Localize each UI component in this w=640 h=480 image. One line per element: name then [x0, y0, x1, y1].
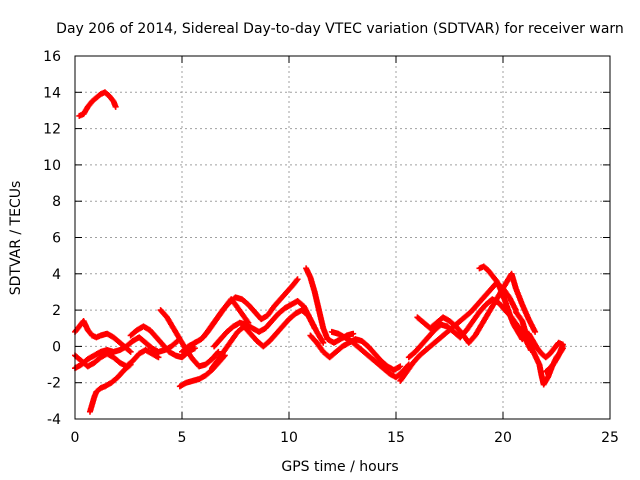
data-series — [72, 89, 566, 415]
series-arc-late-c — [414, 270, 539, 346]
series-arc-early-dip — [86, 361, 134, 415]
series-arc-mid-d — [307, 332, 404, 373]
data-point-markers — [157, 307, 222, 370]
series-arc-mid-e — [328, 328, 412, 381]
data-point-markers — [476, 263, 526, 343]
y-tick-label: 8 — [52, 194, 61, 210]
x-tick-label: 15 — [387, 430, 405, 446]
data-point-markers — [200, 276, 301, 341]
y-axis-label: SDTVAR / TECUs — [8, 181, 24, 296]
series-arc-early-high — [76, 89, 119, 119]
data-point-markers — [414, 270, 539, 346]
y-tick-label: 2 — [52, 303, 61, 319]
y-tick-label: 14 — [43, 85, 61, 101]
y-tick-label: 10 — [43, 158, 61, 174]
x-tick-label: 10 — [280, 430, 298, 446]
x-tick-label: 0 — [71, 430, 80, 446]
y-tick-label: -4 — [47, 412, 61, 428]
y-tick-label: 12 — [43, 122, 61, 138]
data-point-markers — [525, 330, 566, 375]
data-point-markers — [211, 298, 327, 350]
x-axis-label: GPS time / hours — [281, 459, 398, 475]
grid — [75, 56, 610, 419]
series-arc-late-e — [525, 330, 566, 375]
series-arc-mid-c — [211, 298, 327, 350]
y-tick-label: 0 — [52, 339, 61, 355]
chart-title: Day 206 of 2014, Sidereal Day-to-day VTE… — [56, 21, 624, 37]
x-tick-label: 20 — [494, 430, 512, 446]
y-tick-label: 6 — [52, 231, 61, 247]
axis-ticks: 0 5 10 15 20 25 -4 -2 0 2 4 6 8 10 12 14 16 — [43, 49, 619, 446]
series-arc-late-peak — [476, 263, 526, 343]
data-point-markers — [86, 361, 134, 415]
y-tick-label: 16 — [43, 49, 61, 65]
y-tick-label: 4 — [52, 267, 61, 283]
y-tick-label: -2 — [47, 376, 61, 392]
x-tick-label: 25 — [601, 430, 619, 446]
x-tick-label: 5 — [178, 430, 187, 446]
data-point-markers — [76, 89, 119, 119]
data-point-markers — [307, 332, 404, 373]
series-arc-mid-b — [157, 307, 222, 370]
series-arc-rise-b — [200, 276, 301, 341]
data-point-markers — [328, 328, 412, 381]
